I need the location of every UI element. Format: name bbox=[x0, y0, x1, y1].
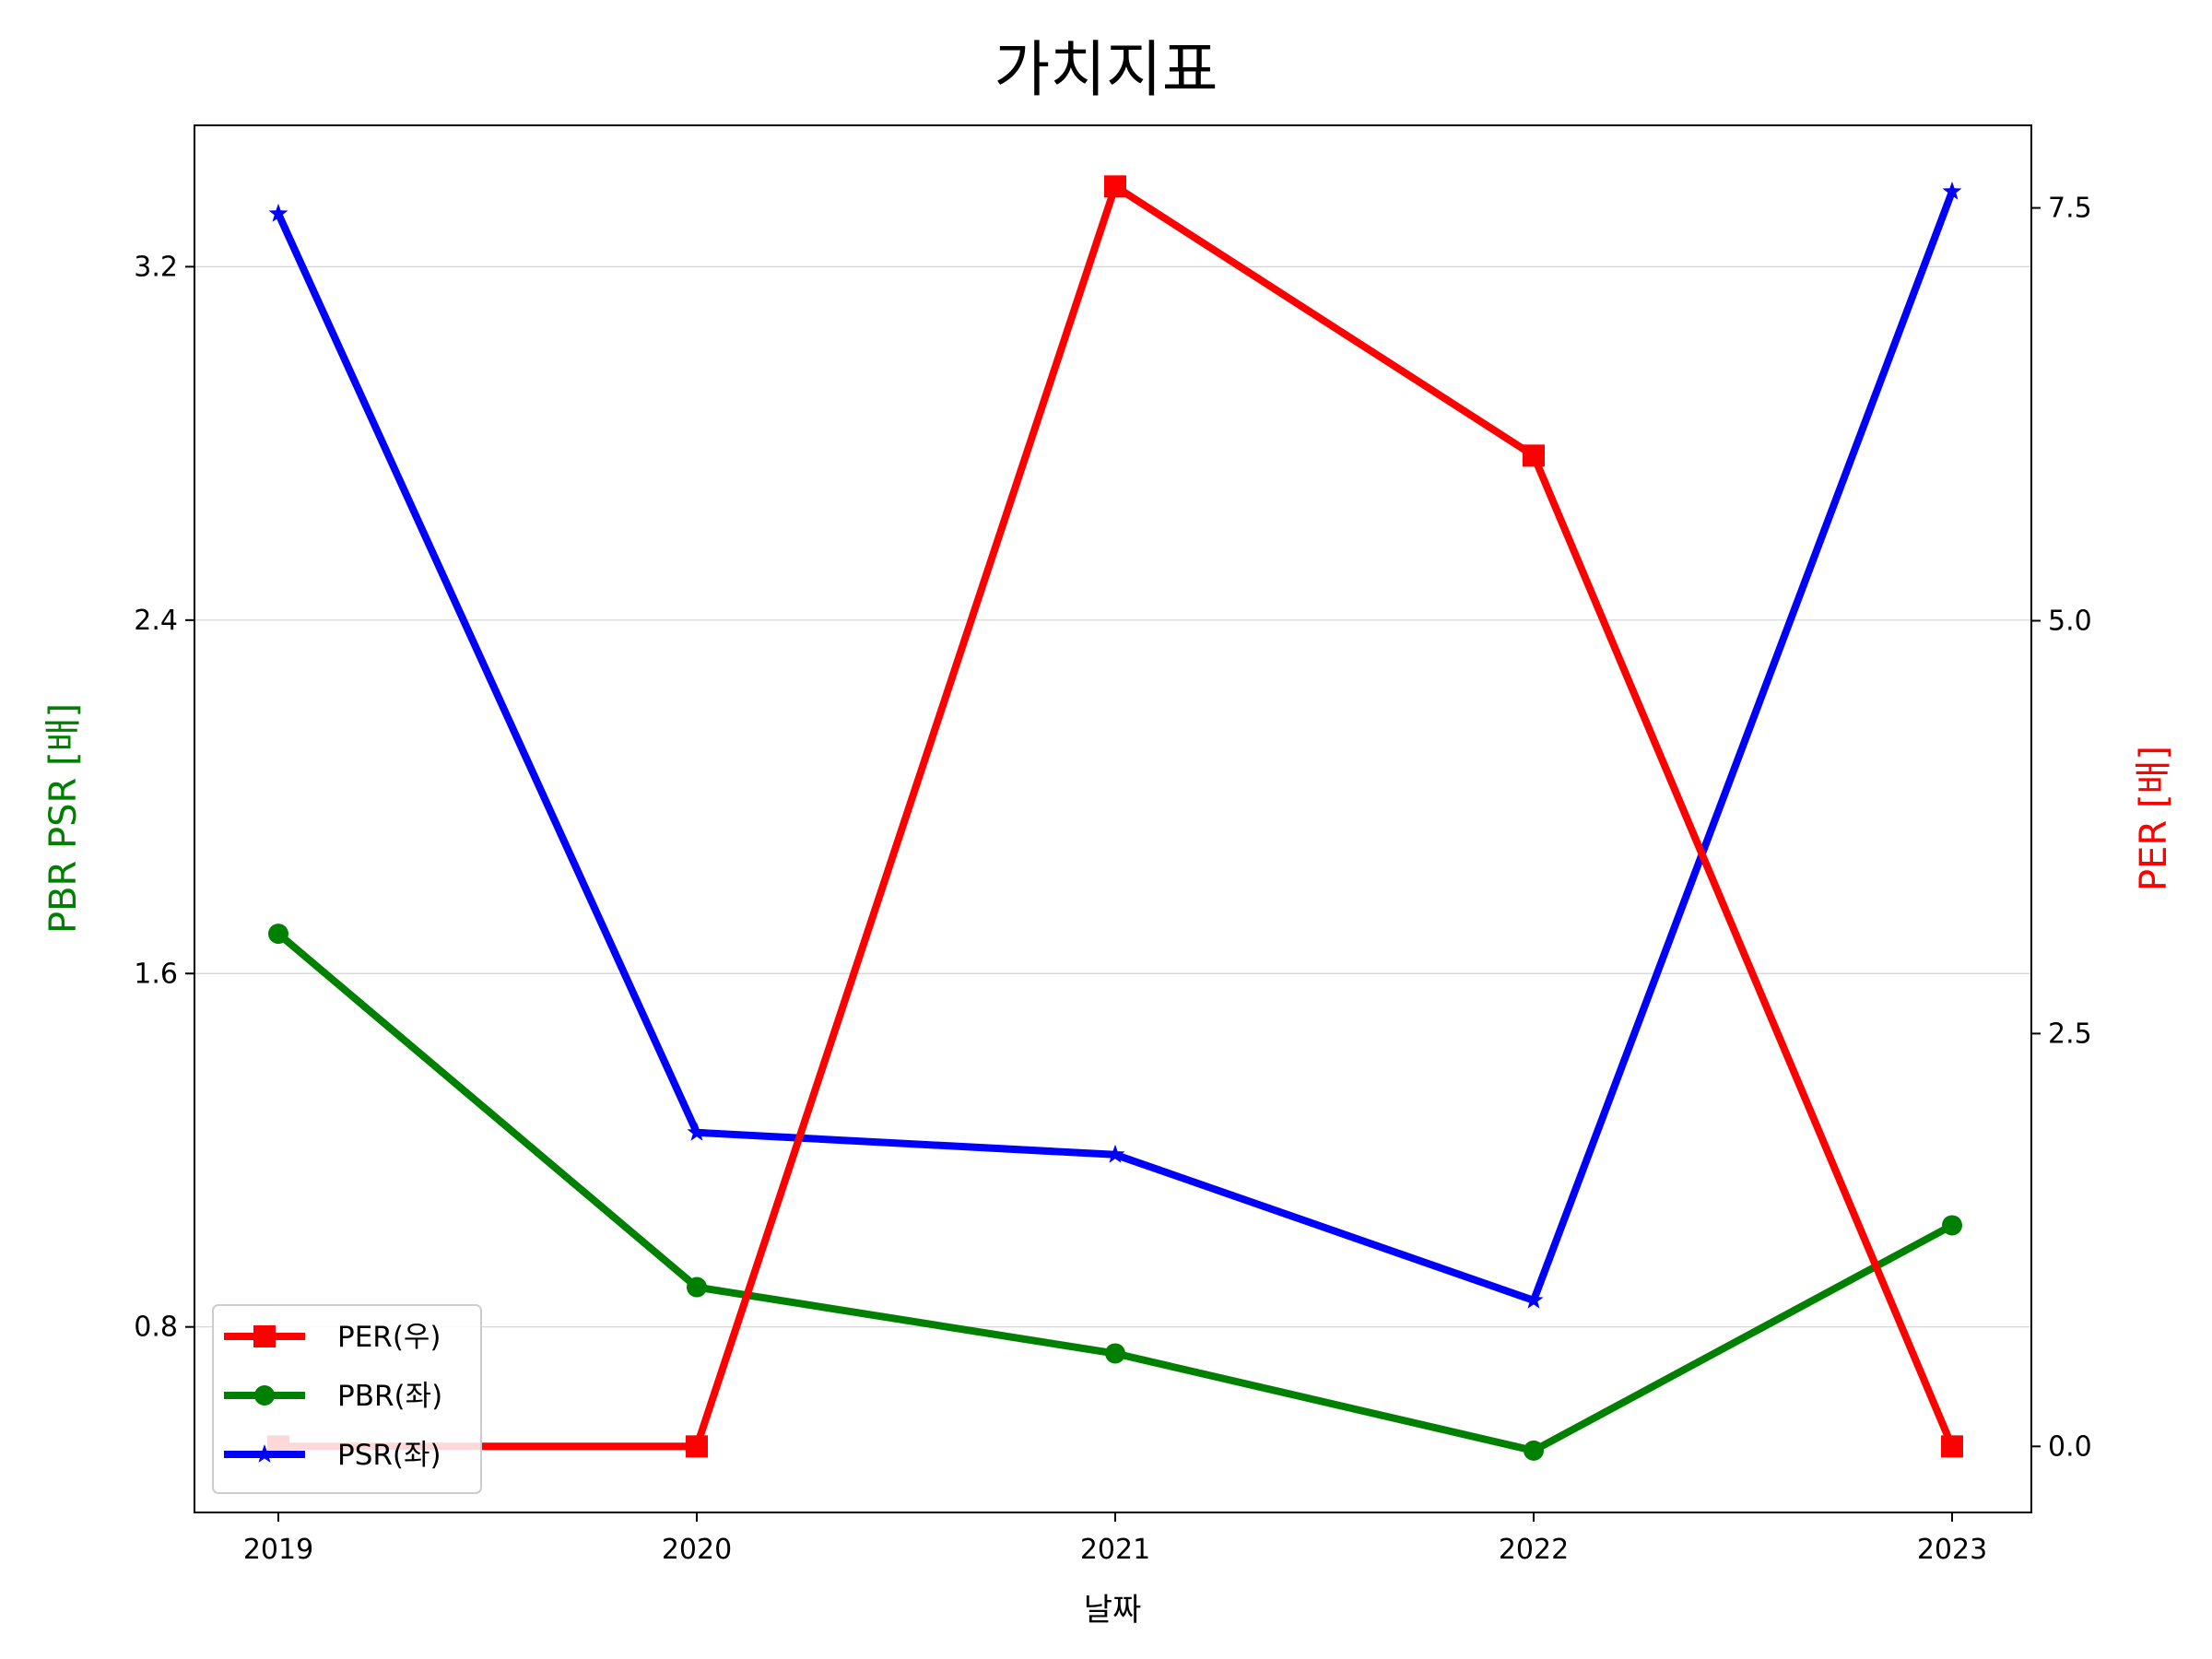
x-tick-label: 2022 bbox=[1499, 1534, 1569, 1566]
data-point-psr bbox=[1524, 1289, 1544, 1309]
legend-swatch-marker bbox=[254, 1385, 275, 1406]
data-point-per bbox=[686, 1435, 708, 1458]
plot-frame bbox=[194, 124, 2032, 1513]
left-y-tick-label: 3.2 bbox=[134, 251, 178, 283]
legend-label: PER(우) bbox=[337, 1321, 441, 1354]
data-point-psr bbox=[1105, 1144, 1125, 1163]
series-pbr bbox=[268, 924, 1962, 1461]
data-point-psr bbox=[1942, 181, 1962, 200]
left-y-tick-label: 1.6 bbox=[134, 958, 178, 990]
data-point-per bbox=[1941, 1435, 1963, 1458]
data-point-pbr bbox=[1105, 1343, 1125, 1364]
x-axis-label: 날짜 bbox=[1084, 1592, 1142, 1629]
right-y-tick-label: 0.0 bbox=[2048, 1430, 2092, 1463]
legend: PER(우) PBR(좌) PSR(좌) bbox=[212, 1304, 482, 1494]
legend-item-pbr: PBR(좌) bbox=[224, 1380, 442, 1413]
right-y-tick-label: 5.0 bbox=[2048, 606, 2092, 638]
right-y-axis-label: PER [배] bbox=[2133, 746, 2175, 891]
x-tick-label: 2021 bbox=[1080, 1534, 1150, 1566]
data-point-psr bbox=[268, 203, 288, 222]
data-point-per bbox=[1523, 444, 1545, 467]
x-tick-label: 2023 bbox=[1917, 1534, 1987, 1566]
left-y-tick-label: 2.4 bbox=[134, 605, 178, 637]
grid-lines bbox=[194, 265, 2031, 1328]
data-point-pbr bbox=[1942, 1215, 1962, 1236]
right-y-tick-label: 2.5 bbox=[2048, 1018, 2092, 1050]
data-point-pbr bbox=[687, 1277, 707, 1298]
legend-item-per: PER(우) bbox=[224, 1321, 441, 1354]
legend-swatch-marker bbox=[253, 1325, 276, 1347]
left-y-axis-label: PBR PSR [배] bbox=[42, 703, 85, 934]
series-psr bbox=[268, 181, 1962, 1309]
legend-label: PSR(좌) bbox=[337, 1439, 441, 1472]
x-tick-label: 2019 bbox=[243, 1534, 313, 1566]
legend-label: PBR(좌) bbox=[337, 1380, 442, 1413]
data-point-per bbox=[1104, 175, 1126, 198]
legend-item-psr: PSR(좌) bbox=[224, 1439, 441, 1472]
data-point-pbr bbox=[268, 924, 288, 945]
left-y-tick-label: 0.8 bbox=[134, 1312, 178, 1344]
left-y-axis: 0.8 1.6 2.4 3.2 bbox=[134, 251, 194, 1344]
right-y-axis: 0.0 2.5 5.0 7.5 bbox=[2031, 193, 2092, 1463]
x-axis: 2019 2020 2021 2022 2023 bbox=[243, 1512, 1987, 1566]
data-point-pbr bbox=[1524, 1440, 1544, 1461]
legend-swatch-marker bbox=[254, 1444, 275, 1463]
x-tick-label: 2020 bbox=[662, 1534, 732, 1566]
legend-box bbox=[212, 1304, 482, 1494]
right-y-tick-label: 7.5 bbox=[2048, 193, 2092, 225]
chart-title: 가치지표 bbox=[994, 34, 1218, 105]
data-point-psr bbox=[687, 1122, 707, 1141]
